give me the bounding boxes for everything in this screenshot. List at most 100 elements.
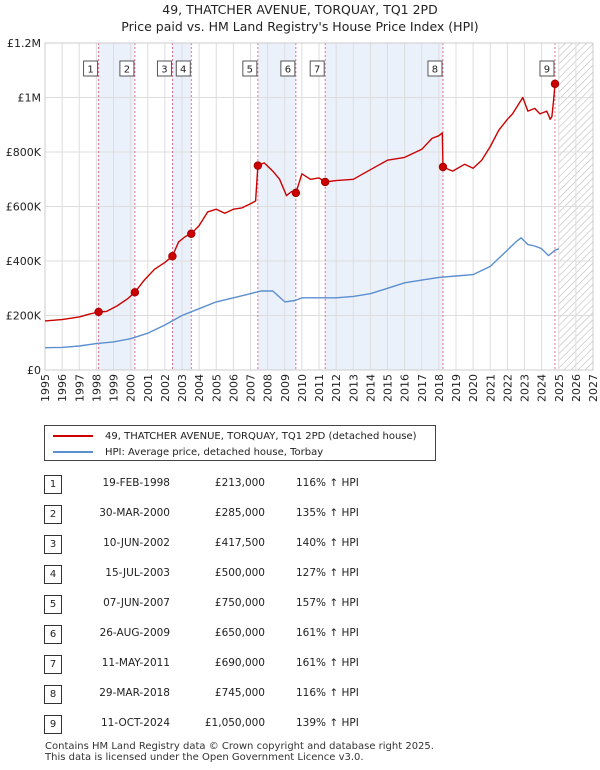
sale-date: 11-OCT-2024 [101,717,170,729]
sale-date: 10-JUN-2002 [103,537,170,549]
x-tick-label: 1997 [73,374,86,402]
sale-hpi: 116% ↑ HPI [296,477,359,489]
x-tick-label: 2020 [467,374,480,402]
sale-label: 8 [432,65,438,76]
sale-number: 3 [44,535,62,554]
table-row: 8 29-MAR-2018 £745,000 116% ↑ HPI [44,685,464,704]
sale-number: 6 [44,625,62,644]
x-tick-label: 2025 [553,374,566,402]
x-tick-label: 2017 [416,374,429,402]
sale-price: £213,000 [214,477,265,489]
sale-hpi: 161% ↑ HPI [296,627,359,639]
table-row: 9 11-OCT-2024 £1,050,000 139% ↑ HPI [44,715,464,734]
sale-point [187,229,196,238]
legend-label-hpi: HPI: Average price, detached house, Torb… [105,446,324,458]
sale-label: 3 [161,65,167,76]
table-row: 7 11-MAY-2011 £690,000 161% ↑ HPI [44,655,464,674]
x-tick-label: 2010 [296,374,309,402]
x-tick-label: 2008 [262,374,275,402]
table-row: 4 15-JUL-2003 £500,000 127% ↑ HPI [44,565,464,584]
sale-price: £650,000 [214,627,265,639]
sale-date: 15-JUL-2003 [105,567,170,579]
sale-number: 1 [44,475,62,494]
sale-point [130,288,140,297]
table-row: 5 07-JUN-2007 £750,000 157% ↑ HPI [44,595,464,614]
y-tick-label: £1M [18,92,42,105]
sale-date: 30-MAR-2000 [99,507,170,519]
table-row: 3 10-JUN-2002 £417,500 140% ↑ HPI [44,535,464,554]
x-tick-label: 2000 [125,374,138,402]
x-tick-label: 2012 [330,374,343,402]
x-tick-label: 2016 [399,374,412,402]
sale-point [94,307,103,317]
x-tick-label: 1999 [108,374,121,402]
sale-label-box [309,60,325,77]
sale-hpi: 127% ↑ HPI [296,567,359,579]
footer-licence: This data is licensed under the Open Gov… [45,752,364,763]
sale-label: 5 [247,65,253,76]
x-tick-label: 2007 [245,374,258,402]
x-tick-label: 2027 [587,374,600,402]
sale-price: £690,000 [214,657,265,669]
x-tick-label: 2019 [450,374,463,402]
sale-hpi: 161% ↑ HPI [296,657,359,669]
x-tick-label: 2006 [227,374,240,402]
sale-label: 7 [314,65,320,76]
sale-label-box [175,60,191,77]
sale-label: 2 [124,65,130,76]
sale-number: 4 [44,565,62,584]
sale-point [438,162,448,172]
x-tick-label: 2014 [364,374,377,402]
sale-label: 1 [87,65,93,76]
sale-date: 29-MAR-2018 [99,687,170,699]
x-tick-label: 2024 [536,374,549,402]
x-tick-label: 1996 [56,374,69,402]
sale-label-box [242,60,258,77]
sale-label: 6 [285,65,291,76]
sale-label: 9 [544,65,550,76]
sale-hpi: 135% ↑ HPI [296,507,359,519]
x-tick-label: 1998 [90,374,103,402]
hpi-line [44,237,560,349]
sale-price: £285,000 [214,507,265,519]
legend-item-hpi: HPI: Average price, detached house, Torb… [53,445,323,459]
sale-date: 19-FEB-1998 [102,477,170,489]
y-tick-label: £600K [6,201,42,214]
sale-number: 9 [44,715,62,734]
table-row: 2 30-MAR-2000 £285,000 135% ↑ HPI [44,505,464,524]
legend-swatch-hpi [53,451,93,453]
legend-item-price: 49, THATCHER AVENUE, TORQUAY, TQ1 2PD (d… [53,429,417,443]
x-tick-label: 2018 [433,374,446,402]
sale-price: £745,000 [214,687,265,699]
y-tick-label: £400K [6,255,42,268]
x-tick-label: 2023 [519,374,532,402]
y-tick-label: £200K [6,310,42,323]
sale-hpi: 157% ↑ HPI [296,597,359,609]
x-tick-label: 2004 [193,374,206,402]
sale-date: 07-JUN-2007 [103,597,170,609]
x-tick-label: 2026 [570,374,583,402]
x-tick-label: 2005 [210,374,223,402]
x-tick-label: 2009 [279,374,292,402]
price-chart: 1 2 3 4 5 6 7 8 9 £0 £200K £400K £600K £800K £1M £1.2M 1… [6,37,600,402]
sale-price: £1,050,000 [204,717,265,729]
x-tick-label: 2003 [176,374,189,402]
y-tick-label: £0 [27,364,41,377]
footer-copyright: Contains HM Land Registry data © Crown c… [45,741,434,752]
sale-point [168,252,177,261]
sale-number: 5 [44,595,62,614]
sale-number: 8 [44,685,62,704]
x-tick-label: 2002 [159,374,172,402]
sale-label-box [427,60,443,77]
sale-date: 11-MAY-2011 [101,657,170,669]
x-tick-label: 2001 [142,374,155,402]
price-paid-line [44,83,559,322]
chart-subtitle: Price paid vs. HM Land Registry's House … [121,19,479,34]
sale-label-box [539,60,555,77]
sale-point [291,188,301,198]
x-tick-label: 2021 [484,374,497,402]
x-tick-label: 2022 [501,374,514,402]
sale-point [320,177,330,187]
sale-point [253,161,263,170]
sale-price: £500,000 [214,567,265,579]
